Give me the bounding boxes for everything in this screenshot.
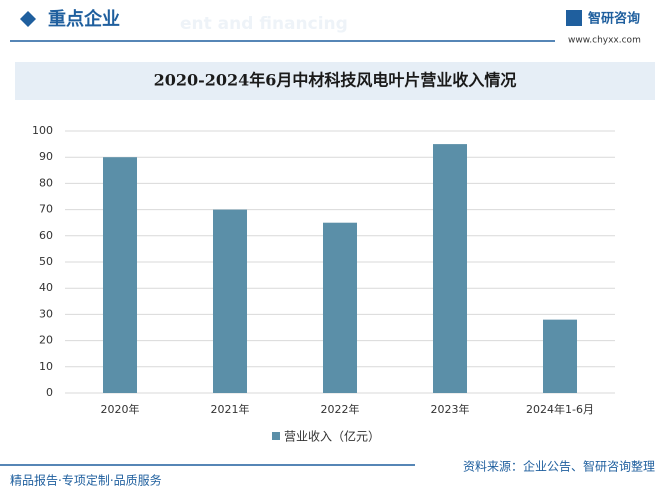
y-tick-label: 70 — [39, 203, 53, 216]
legend-label: 营业收入（亿元） — [284, 429, 380, 444]
x-tick-label: 2023年 — [431, 402, 470, 416]
x-tick-label: 2020年 — [101, 402, 140, 416]
header-icon — [20, 11, 36, 27]
y-tick-label: 0 — [46, 386, 53, 399]
bar — [323, 222, 357, 393]
bar — [213, 209, 247, 393]
x-tick-label: 2024年1-6月 — [526, 402, 594, 416]
y-tick-label: 40 — [39, 281, 53, 294]
y-tick-label: 80 — [39, 176, 53, 189]
header-background-text: ent and financing — [180, 14, 348, 34]
logo-icon — [566, 10, 582, 26]
title-box — [15, 62, 655, 100]
bar — [103, 157, 137, 393]
footer-left: 精品报告·专项定制·品质服务 — [10, 473, 162, 488]
y-tick-label: 50 — [39, 255, 53, 268]
y-tick-label: 100 — [32, 124, 53, 137]
y-tick-label: 60 — [39, 229, 53, 242]
footer-source: 资料来源：企业公告、智研咨询整理 — [463, 459, 655, 474]
bar — [433, 144, 467, 393]
y-tick-label: 10 — [39, 360, 53, 373]
y-tick-label: 20 — [39, 334, 53, 347]
y-tick-label: 30 — [39, 307, 53, 320]
bar — [543, 319, 577, 393]
logo-text: 智研咨询 — [588, 11, 640, 27]
chart-title: 2020-2024年6月中材科技风电叶片营业收入情况 — [154, 71, 517, 90]
y-tick-label: 90 — [39, 150, 53, 163]
header-title: 重点企业 — [48, 8, 120, 30]
x-tick-label: 2022年 — [321, 402, 360, 416]
legend-swatch — [272, 432, 280, 440]
x-tick-label: 2021年 — [211, 402, 250, 416]
logo-url: www.chyxx.com — [568, 36, 641, 46]
